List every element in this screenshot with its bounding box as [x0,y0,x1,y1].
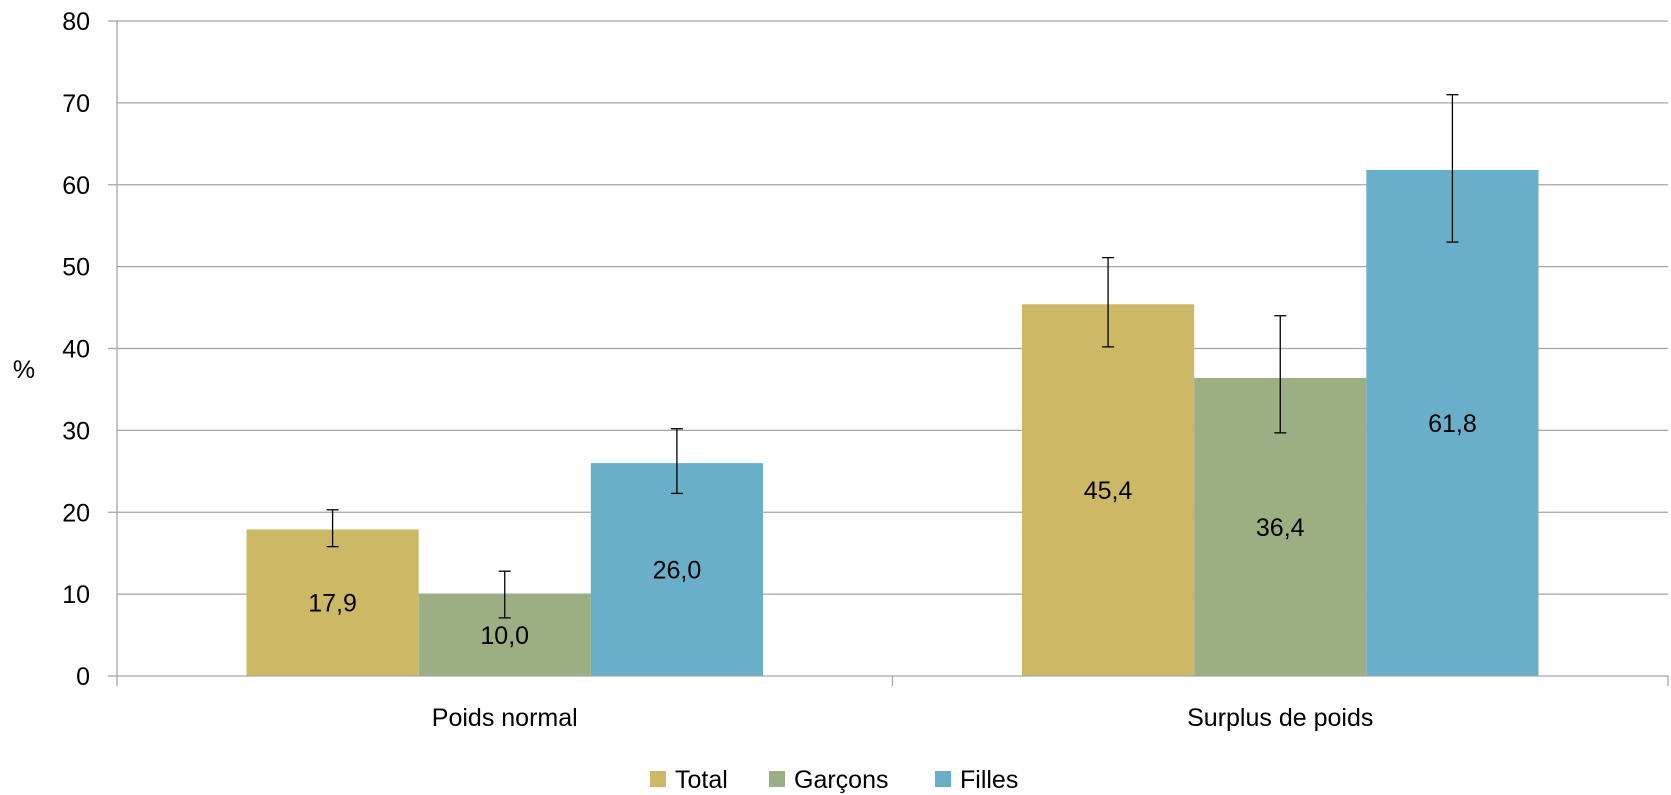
data-label: 61,8 [1428,410,1477,438]
y-tick-label: 50 [62,254,90,282]
legend: Total Garçons Filles [650,766,1018,794]
data-label: 10,0 [480,622,529,650]
y-tick-label: 80 [62,8,90,36]
data-label: 17,9 [308,590,357,618]
axes [108,20,1669,686]
data-label: 26,0 [653,557,702,585]
value-labels: 17,9 10,0 26,0 45,4 36,4 61,8 [308,410,1476,650]
bars [246,170,1539,676]
y-axis-title: % [13,356,35,384]
y-tick-label: 60 [62,172,90,200]
x-category-label: Surplus de poids [1187,704,1373,732]
bar [1022,304,1195,676]
y-tick-label: 40 [62,336,90,364]
bar [246,529,419,676]
legend-swatch [769,771,785,787]
x-category-label: Poids normal [432,704,578,732]
data-label: 36,4 [1256,514,1305,542]
y-tick-label: 10 [62,581,90,609]
category-labels: Poids normal Surplus de poids [432,704,1374,732]
legend-swatch [650,771,666,787]
y-tick-label: 0 [76,663,90,691]
y-tick-labels: 0 10 20 30 40 50 60 70 80 [62,8,90,691]
legend-label: Garçons [794,766,888,794]
bar [1366,170,1539,676]
error-bars [326,94,1459,619]
y-tick-label: 30 [62,417,90,445]
legend-swatch [935,771,951,787]
y-tick-label: 70 [62,90,90,118]
data-label: 45,4 [1084,477,1133,505]
y-tick-label: 20 [62,499,90,527]
bar [590,463,763,676]
legend-label: Filles [960,766,1018,794]
gridlines [117,20,1668,595]
legend-label: Total [675,766,728,794]
